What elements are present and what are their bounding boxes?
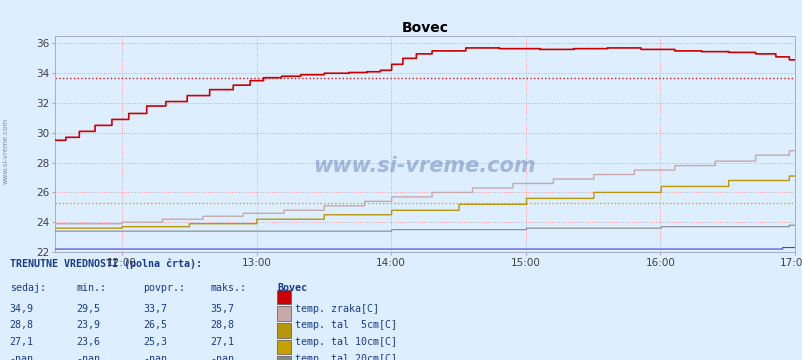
Text: www.si-vreme.com: www.si-vreme.com — [2, 118, 9, 184]
Text: Bovec: Bovec — [277, 283, 306, 293]
Text: temp. tal  5cm[C]: temp. tal 5cm[C] — [294, 320, 396, 330]
Text: www.si-vreme.com: www.si-vreme.com — [313, 156, 536, 176]
Text: 23,9: 23,9 — [76, 320, 100, 330]
Bar — [277, 323, 291, 338]
Text: 28,8: 28,8 — [10, 320, 34, 330]
Text: temp. tal 20cm[C]: temp. tal 20cm[C] — [294, 354, 396, 360]
Text: TRENUTNE VREDNOSTI (polna črta):: TRENUTNE VREDNOSTI (polna črta): — [10, 259, 201, 269]
Text: -nan: -nan — [210, 354, 234, 360]
Text: 33,7: 33,7 — [143, 303, 167, 314]
Bar — [277, 289, 291, 304]
Text: 25,3: 25,3 — [143, 337, 167, 347]
Text: temp. tal 10cm[C]: temp. tal 10cm[C] — [294, 337, 396, 347]
Bar — [277, 339, 291, 354]
Text: povpr.:: povpr.: — [143, 283, 184, 293]
Bar — [277, 356, 291, 360]
Text: temp. zraka[C]: temp. zraka[C] — [294, 303, 379, 314]
Text: sedaj:: sedaj: — [10, 283, 46, 293]
Text: 27,1: 27,1 — [10, 337, 34, 347]
Text: -nan: -nan — [143, 354, 167, 360]
Text: 27,1: 27,1 — [210, 337, 234, 347]
Text: maks.:: maks.: — [210, 283, 246, 293]
Text: 23,6: 23,6 — [76, 337, 100, 347]
Text: 29,5: 29,5 — [76, 303, 100, 314]
Bar — [277, 306, 291, 321]
Title: Bovec: Bovec — [401, 21, 448, 35]
Text: -nan: -nan — [76, 354, 100, 360]
Text: min.:: min.: — [76, 283, 106, 293]
Text: 28,8: 28,8 — [210, 320, 234, 330]
Text: 35,7: 35,7 — [210, 303, 234, 314]
Text: -nan: -nan — [10, 354, 34, 360]
Text: 34,9: 34,9 — [10, 303, 34, 314]
Text: 26,5: 26,5 — [143, 320, 167, 330]
